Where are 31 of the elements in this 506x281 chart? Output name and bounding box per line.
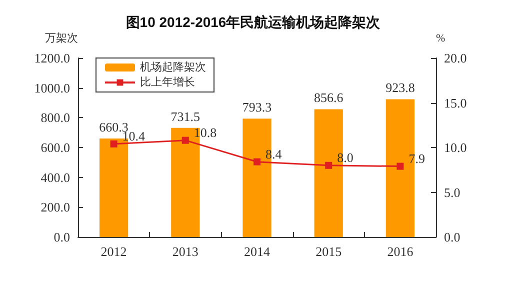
y-tick-label: 0.0 xyxy=(54,230,70,244)
point xyxy=(396,162,404,170)
y-tick-label: 400.0 xyxy=(40,170,70,185)
y-tick-label: 600.0 xyxy=(40,140,70,155)
y-tick-label: 1200.0 xyxy=(34,50,70,66)
x-tick-label: 2016 xyxy=(387,244,414,259)
y2-tick-label: 0.0 xyxy=(444,230,460,244)
x-tick-label: 2012 xyxy=(100,244,127,259)
y-axis-title: 万架次 xyxy=(45,32,78,44)
y2-tick-label: 10.0 xyxy=(444,140,467,155)
point xyxy=(110,140,118,148)
y-tick-label: 1000.0 xyxy=(34,80,70,96)
y-tick-label: 800.0 xyxy=(40,110,70,126)
point xyxy=(254,158,260,166)
y2-tick-label: 5.0 xyxy=(444,184,460,200)
legend-label: 比上年增长 xyxy=(140,76,195,88)
y2-tick-label: 20.0 xyxy=(444,50,467,66)
point xyxy=(325,162,332,169)
x-tick-label: 2014 xyxy=(244,244,270,259)
data-label: 731.5 xyxy=(170,108,200,124)
point xyxy=(182,136,189,144)
data-label: 923.8 xyxy=(386,80,415,96)
x-tick-label: 2013 xyxy=(172,244,198,259)
y2-axis-title: % xyxy=(436,32,446,44)
y-tick-label: 200.0 xyxy=(40,200,70,215)
x-tick-label: 2015 xyxy=(316,244,342,259)
y2-tick-label: 15.0 xyxy=(444,95,467,110)
chart-title: 图10 2012-2016年民航运输机场起降架次 xyxy=(126,14,382,30)
data-label: 856.6 xyxy=(314,90,344,106)
data-label: 793.3 xyxy=(242,100,272,115)
legend-label: 机场起降架次 xyxy=(140,60,206,74)
